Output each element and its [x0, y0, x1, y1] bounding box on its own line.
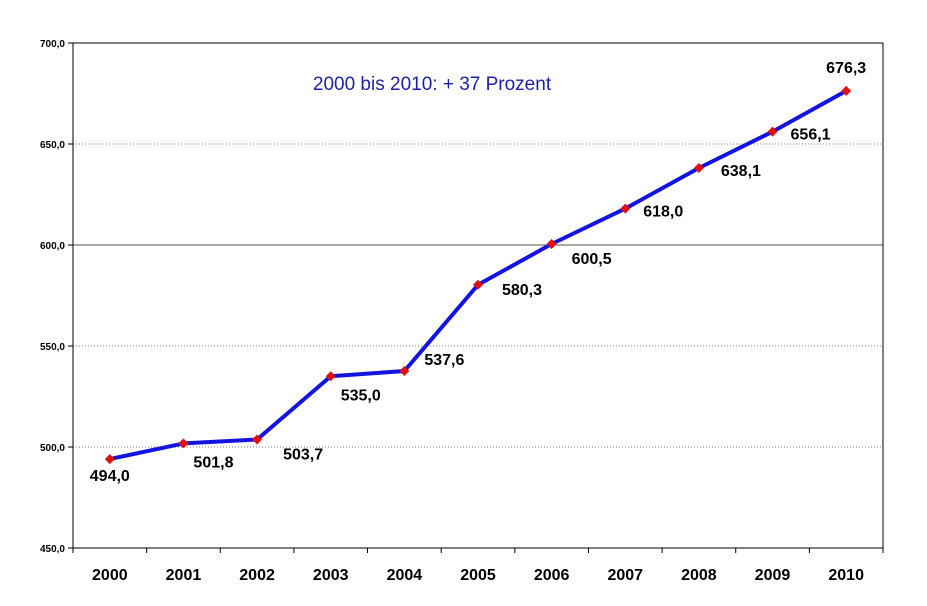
data-point	[399, 366, 410, 377]
data-label: 535,0	[341, 387, 381, 404]
data-point	[546, 238, 557, 249]
x-tick-label: 2008	[681, 567, 717, 584]
chart-annotation: 2000 bis 2010: + 37 Prozent	[313, 74, 552, 95]
data-point	[325, 371, 336, 382]
data-label: 656,1	[791, 127, 831, 144]
y-tick-label: 650,0	[40, 140, 65, 151]
data-label: 537,6	[424, 352, 464, 369]
x-tick-label: 2001	[166, 567, 202, 584]
data-point	[473, 279, 483, 290]
x-tick-label: 2004	[387, 567, 423, 584]
data-point	[104, 454, 115, 465]
data-label: 676,3	[826, 60, 866, 77]
data-label: 580,3	[502, 282, 542, 299]
data-labels: 494,0 501,8 503,7 535,0 537,6 580,3 600,5 618,0…	[90, 60, 867, 485]
data-point	[841, 85, 852, 96]
y-tick-label: 700,0	[40, 39, 65, 50]
y-tick-label: 500,0	[40, 443, 65, 454]
x-tick-label: 2000	[92, 567, 128, 584]
x-tick-label: 2009	[755, 567, 791, 584]
x-tick-label: 2007	[607, 567, 643, 584]
y-tick-label: 550,0	[40, 342, 65, 353]
x-tick-label: 2006	[534, 567, 570, 584]
data-point	[620, 203, 631, 214]
data-point	[178, 438, 189, 449]
grid-lines	[73, 42, 883, 448]
x-tick-label: 2003	[313, 567, 349, 584]
series	[104, 85, 852, 465]
data-point	[693, 163, 704, 174]
data-label: 600,5	[572, 251, 612, 268]
x-axis-ticks: 2000 2001 2002 2003 2004 2005 2006 2007 2008 2009…	[72, 548, 884, 584]
data-point	[252, 434, 263, 445]
axes	[72, 43, 884, 549]
x-tick-label: 2010	[828, 567, 864, 584]
data-label: 503,7	[283, 447, 323, 464]
y-tick-label: 600,0	[40, 241, 65, 252]
data-label: 638,1	[721, 163, 761, 180]
y-tick-label: 450,0	[40, 544, 65, 555]
series-line	[109, 89, 848, 462]
data-point	[767, 126, 778, 137]
data-label: 494,0	[90, 468, 130, 485]
x-tick-label: 2002	[239, 567, 275, 584]
x-tick-label: 2005	[460, 567, 496, 584]
y-axis-ticks: 450,0 500,0 550,0 600,0 650,0 700,0	[40, 39, 73, 555]
data-label: 618,0	[643, 204, 683, 221]
data-label: 501,8	[193, 454, 233, 471]
